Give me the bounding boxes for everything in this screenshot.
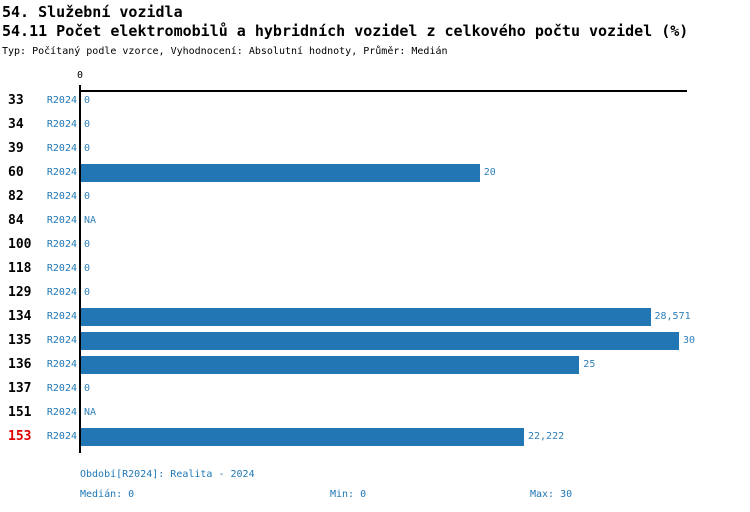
table-row: 134 R2024 28,571 xyxy=(0,305,750,329)
bar-value-label: 25 xyxy=(583,359,596,370)
row-period-label: R2024 xyxy=(46,167,77,178)
row-period-label: R2024 xyxy=(46,407,77,418)
row-period-label: R2024 xyxy=(46,263,77,274)
row-period-label: R2024 xyxy=(46,431,77,442)
row-period-label: R2024 xyxy=(46,359,77,370)
row-period-label: R2024 xyxy=(46,119,77,130)
row-id: 134 xyxy=(8,309,32,324)
x-axis-line xyxy=(79,90,687,92)
row-id: 135 xyxy=(8,333,32,348)
bar-value-label: 0 xyxy=(84,95,91,106)
table-row: 60 R2024 20 xyxy=(0,161,750,185)
table-row: 84 R2024 NA xyxy=(0,209,750,233)
bar-value-label: 0 xyxy=(84,119,91,130)
row-period-label: R2024 xyxy=(46,215,77,226)
row-id: 129 xyxy=(8,285,32,300)
bar-value-label: 0 xyxy=(84,383,91,394)
bar-value-label: 28,571 xyxy=(654,311,691,322)
bar xyxy=(81,332,679,350)
chart-title: 54.11 Počet elektromobilů a hybridních v… xyxy=(2,22,689,40)
footer-max-label: Max: 30 xyxy=(530,489,573,500)
table-row: 153 R2024 22,222 xyxy=(0,425,750,449)
bar-value-label: 0 xyxy=(84,263,91,274)
row-period-label: R2024 xyxy=(46,383,77,394)
bar xyxy=(81,356,580,374)
table-row: 137 R2024 0 xyxy=(0,377,750,401)
bar-value-label: 0 xyxy=(84,143,91,154)
bar xyxy=(81,164,480,182)
bar-value-label: NA xyxy=(84,215,97,226)
footer-period-label: Období[R2024]: Realita - 2024 xyxy=(80,469,255,480)
bar-value-label: 0 xyxy=(84,191,91,202)
row-id: 33 xyxy=(8,93,24,108)
footer-min-label: Min: 0 xyxy=(330,489,367,500)
row-id: 82 xyxy=(8,189,24,204)
table-row: 82 R2024 0 xyxy=(0,185,750,209)
row-period-label: R2024 xyxy=(46,95,77,106)
row-id: 39 xyxy=(8,141,24,156)
page-title: 54. Služební vozidla xyxy=(2,3,183,21)
row-id: 137 xyxy=(8,381,32,396)
row-period-label: R2024 xyxy=(46,287,77,298)
table-row: 135 R2024 30 xyxy=(0,329,750,353)
bar-value-label: 0 xyxy=(84,239,91,250)
row-id: 118 xyxy=(8,261,32,276)
table-row: 118 R2024 0 xyxy=(0,257,750,281)
table-row: 34 R2024 0 xyxy=(0,113,750,137)
table-row: 151 R2024 NA xyxy=(0,401,750,425)
table-row: 100 R2024 0 xyxy=(0,233,750,257)
row-period-label: R2024 xyxy=(46,239,77,250)
table-row: 136 R2024 25 xyxy=(0,353,750,377)
row-period-label: R2024 xyxy=(46,191,77,202)
row-id: 84 xyxy=(8,213,24,228)
row-id: 136 xyxy=(8,357,32,372)
bar-value-label: 20 xyxy=(483,167,496,178)
row-period-label: R2024 xyxy=(46,143,77,154)
row-id: 100 xyxy=(8,237,32,252)
y-axis-line xyxy=(79,85,81,453)
table-row: 33 R2024 0 xyxy=(0,89,750,113)
row-id: 34 xyxy=(8,117,24,132)
table-row: 129 R2024 0 xyxy=(0,281,750,305)
bar-value-label: 22,222 xyxy=(528,431,565,442)
row-id: 60 xyxy=(8,165,24,180)
row-id-highlighted: 153 xyxy=(8,429,32,444)
x-axis-tick-zero: 0 xyxy=(76,70,84,81)
row-id: 151 xyxy=(8,405,32,420)
bar-value-label: 0 xyxy=(84,287,91,298)
bar xyxy=(81,428,524,446)
bar xyxy=(81,308,651,326)
row-period-label: R2024 xyxy=(46,311,77,322)
table-row: 39 R2024 0 xyxy=(0,137,750,161)
chart-meta: Typ: Počítaný podle vzorce, Vyhodnocení:… xyxy=(2,46,448,57)
footer-median-label: Medián: 0 xyxy=(80,489,135,500)
bar-value-label: NA xyxy=(84,407,97,418)
row-period-label: R2024 xyxy=(46,335,77,346)
bar-value-label: 30 xyxy=(683,335,696,346)
